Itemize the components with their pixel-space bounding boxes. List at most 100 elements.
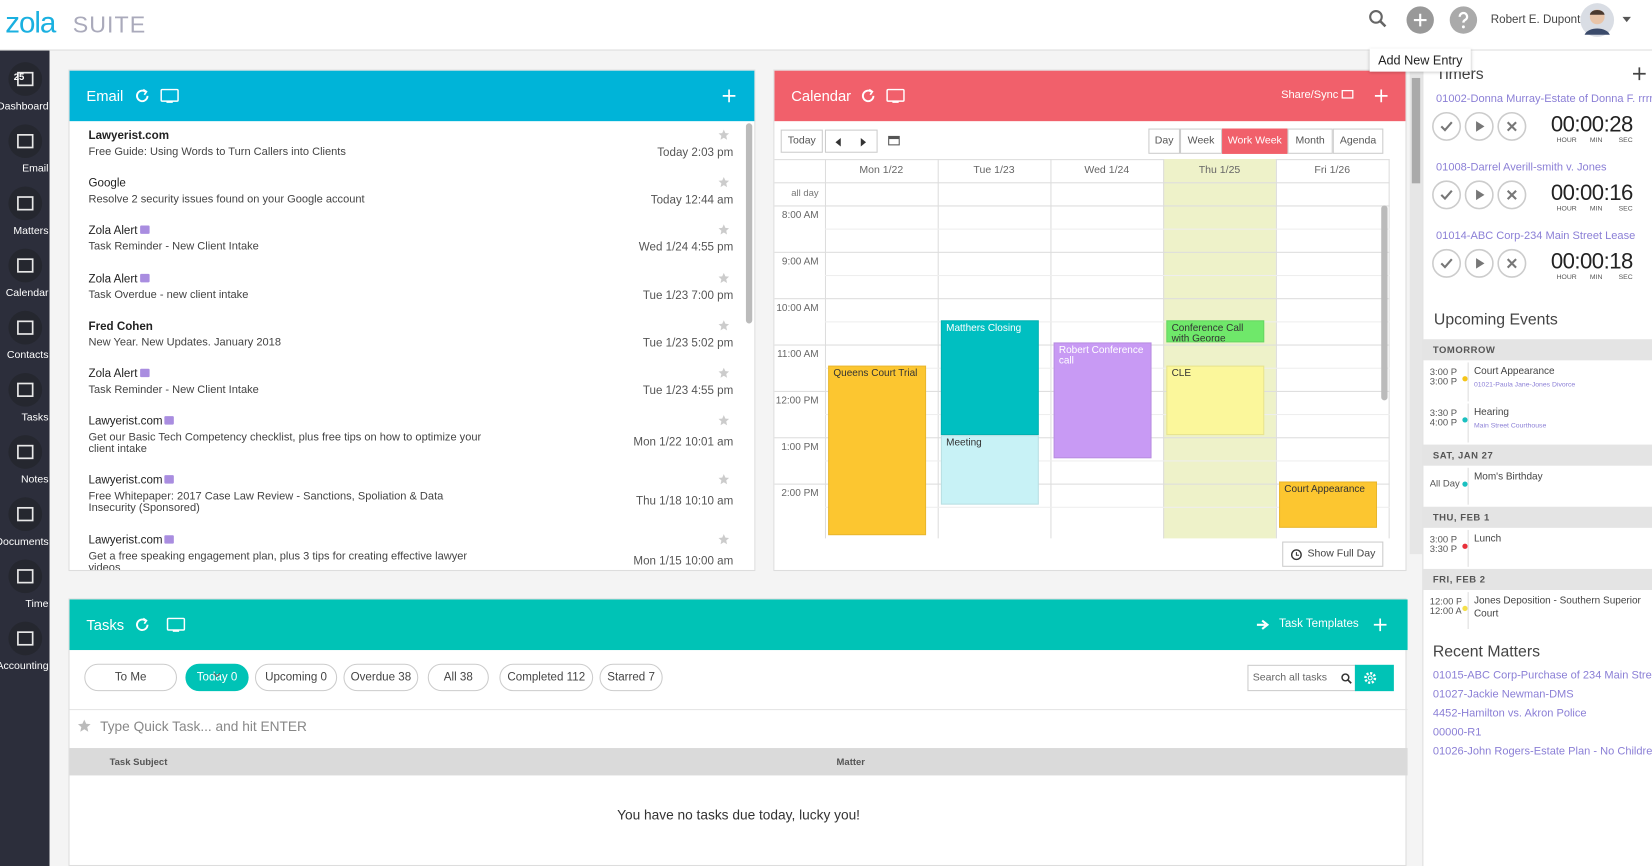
add-button[interactable] [1374,89,1388,103]
email-item[interactable]: Lawyerist.com Get our Basic Tech Competen… [70,415,744,461]
sidebar-label[interactable]: Dashboard [0,101,49,113]
sidebar-icon[interactable] [7,372,43,408]
timer-matter[interactable]: 01008-Darrel Averill-smith v. Jones [1436,161,1607,174]
email-item[interactable]: Lawyerist.com Free Guide: Using Words to … [70,129,744,176]
task-filter[interactable]: Completed 112 [499,663,594,692]
refresh-button[interactable] [135,617,150,632]
share-sync[interactable]: Share/Sync [1281,88,1339,102]
sidebar-icon[interactable] [7,621,43,657]
sidebar-icon[interactable] [7,248,43,284]
view-button[interactable]: Week [1179,128,1223,154]
sidebar-label[interactable]: Contacts [6,349,49,362]
timer-button[interactable] [1432,111,1462,141]
help-button[interactable] [166,617,186,632]
recent-matter[interactable]: 01026-John Rogers-Estate Plan - No Child… [1432,744,1652,758]
timer-button[interactable] [1464,180,1494,210]
refresh-button[interactable] [861,88,876,103]
user-name[interactable]: Robert E. Dupont [1490,13,1581,27]
star-button[interactable] [718,224,730,235]
sidebar-icon[interactable] [7,123,43,159]
email-item[interactable]: Lawyerist.com Get a free speaking engagem… [70,534,744,570]
help-icon[interactable] [1449,6,1478,34]
view-button[interactable]: Agenda [1332,128,1384,154]
star-button[interactable] [718,176,730,188]
event-title[interactable]: Lunch [1473,533,1502,545]
refresh-button[interactable] [135,88,150,103]
add-entry-button[interactable] [1406,6,1434,34]
sidebar-label[interactable]: Tasks [21,411,49,424]
calendar-event[interactable]: Queens Court Trial [828,365,927,536]
timer-button[interactable] [1464,248,1494,278]
email-item[interactable]: Lawyerist.com Free Whitepaper: 2017 Case … [70,474,744,520]
calendar-event[interactable]: Meeting [940,435,1039,505]
star-button[interactable] [718,534,730,545]
calendar-event[interactable]: Conference Call with George Palesky [1166,320,1265,343]
nav-group[interactable] [824,129,878,153]
task-search[interactable]: Search all tasks [1247,664,1356,692]
help-button[interactable] [886,88,905,103]
quick-task-input[interactable]: Type Quick Task... and hit ENTER [100,718,307,735]
calendar-event[interactable]: Court Appearance [1279,481,1378,528]
sidebar-label[interactable]: Documents [0,536,49,548]
sidebar-icon[interactable] [7,185,43,221]
view-button[interactable]: Day [1148,128,1180,154]
task-filter[interactable]: Upcoming 0 [254,663,338,692]
help-button[interactable] [160,88,179,103]
event-title[interactable]: Jones Deposition - Southern Superior Cou… [1473,595,1641,620]
email-item[interactable]: Fred Cohen New Year. New Updates. January… [70,320,744,366]
timer-button[interactable] [1497,180,1527,210]
search-button[interactable] [1369,9,1388,28]
calendar-event[interactable]: Robert Conference call [1053,342,1152,459]
timer-button[interactable] [1432,248,1462,278]
timer-button[interactable] [1464,111,1494,141]
sidebar-label[interactable]: Matters [13,225,49,238]
timer-button[interactable] [1497,111,1527,141]
sidebar-label[interactable]: Calendar [5,287,49,300]
sidebar-label[interactable]: Notes [20,474,49,486]
star-button[interactable] [718,474,730,485]
sidebar-icon[interactable] [7,434,43,470]
task-filter[interactable]: To Me [84,663,177,692]
event-title[interactable]: Hearing [1473,406,1510,419]
star-button[interactable] [718,272,730,284]
event-title[interactable]: Mom's Birthday [1473,470,1543,483]
timer-button[interactable] [1497,248,1527,278]
sidebar-icon[interactable] [7,61,43,97]
view-button[interactable]: Month [1287,128,1333,154]
calendar-event[interactable]: Matthers Closing [940,320,1039,436]
recent-matter[interactable]: 01027-Jackie Newman-DMS [1432,687,1574,701]
today-button[interactable]: Today [780,129,823,153]
prev-button[interactable] [835,138,841,147]
sidebar-label[interactable]: Time [25,598,49,611]
timer-button[interactable] [1432,180,1462,210]
task-filter[interactable]: Overdue 38 [343,663,419,692]
task-templates[interactable]: Task Templates [1279,617,1359,631]
recent-matter[interactable]: 01015-ABC Corp-Purchase of 234 Main Stre… [1432,669,1652,682]
view-button[interactable]: Work Week [1222,128,1288,154]
user-menu-caret[interactable] [1622,16,1631,23]
task-filter[interactable]: Today 0 [185,663,249,692]
star-button[interactable] [718,415,730,426]
date-picker[interactable] [888,134,900,146]
email-item[interactable]: Zola Alert Task Reminder - New Client Int… [70,224,744,270]
next-button[interactable] [860,138,867,147]
sidebar-icon[interactable] [7,558,43,594]
show-full-day[interactable]: Show Full Day [1282,541,1384,567]
sidebar-label[interactable]: Accounting [0,660,49,673]
sidebar-icon[interactable] [7,496,43,532]
timer-matter[interactable]: 01014-ABC Corp-234 Main Street Lease [1436,229,1636,243]
email-item[interactable]: Zola Alert Task Overdue - new client inta… [70,272,744,319]
add-button[interactable] [1373,618,1387,632]
email-item[interactable]: Google Resolve 2 security issues found on… [70,176,744,223]
timer-matter[interactable]: 01002-Donna Murray-Estate of Donna F. rr… [1436,92,1652,106]
task-settings[interactable] [1354,664,1394,692]
task-filter[interactable]: All 38 [427,663,489,692]
calendar-event[interactable]: CLE [1166,365,1265,436]
star-button[interactable] [718,367,730,379]
add-button[interactable] [1633,67,1646,81]
email-item[interactable]: Zola Alert Task Reminder - New Client Int… [70,367,744,414]
star-button[interactable] [718,129,730,141]
recent-matter[interactable]: 00000-R1 [1432,725,1482,739]
sidebar-label[interactable]: Email [22,163,49,175]
avatar[interactable] [1580,3,1615,37]
